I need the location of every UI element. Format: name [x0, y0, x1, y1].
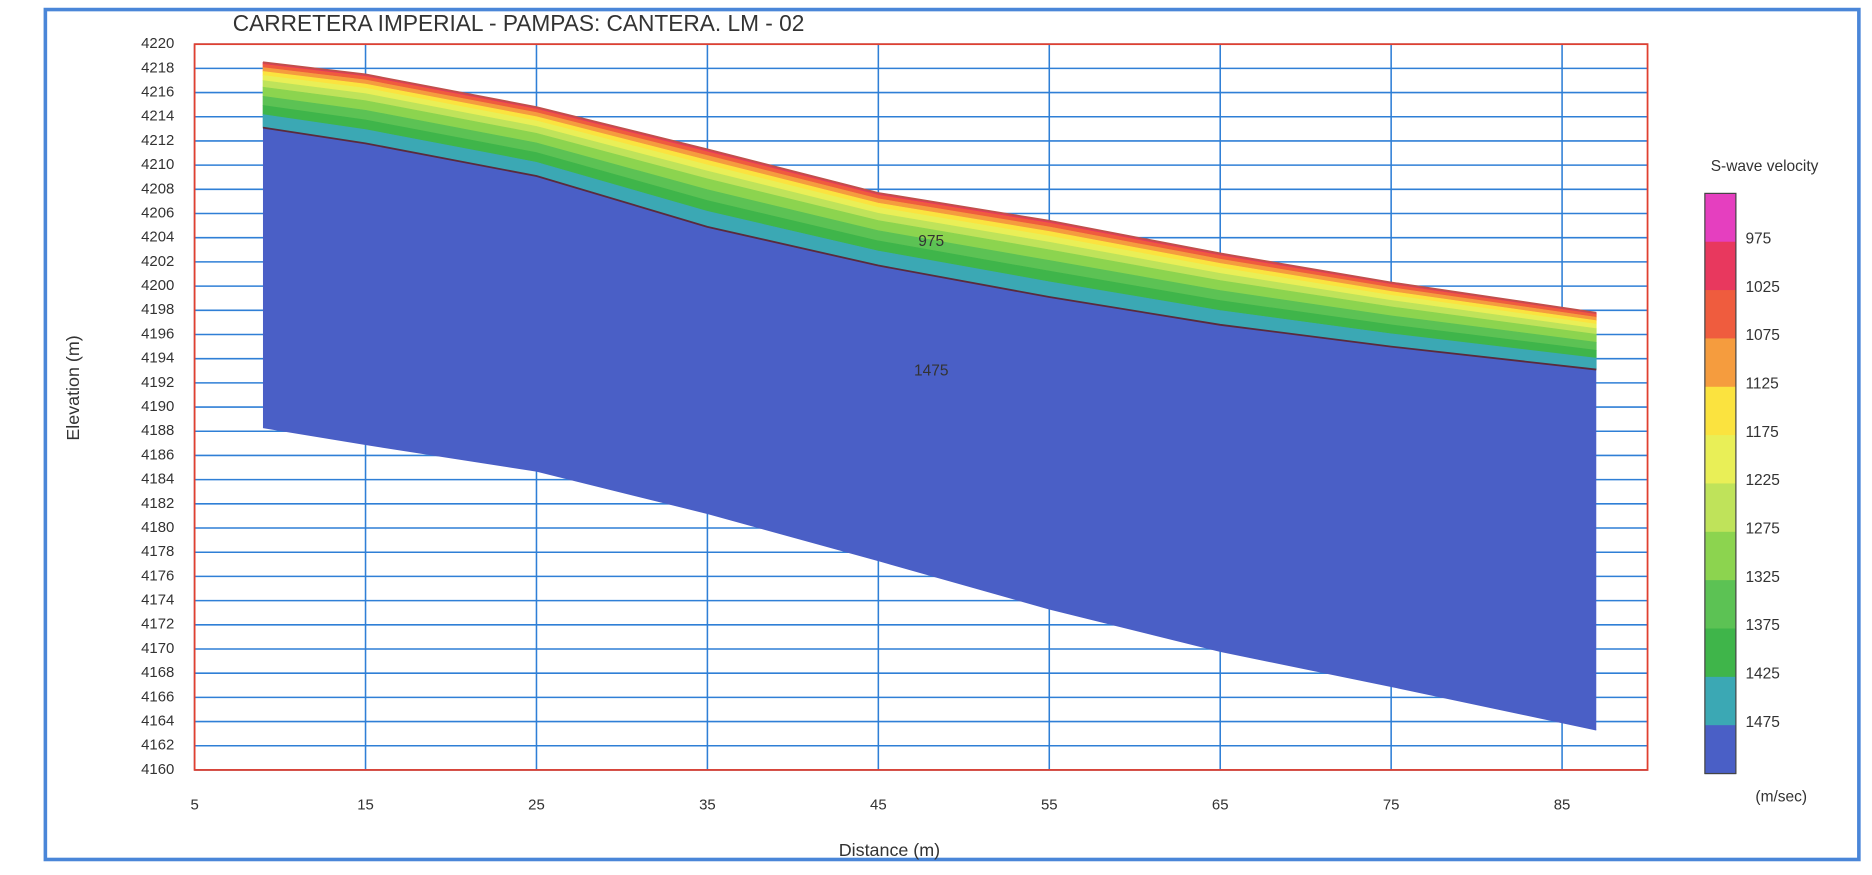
chart-title: CARRETERA IMPERIAL - PAMPAS: CANTERA. LM…: [233, 10, 805, 36]
y-tick-label: 4170: [141, 640, 174, 657]
boundary-line: [262, 427, 1597, 731]
colorbar-swatch: [1704, 676, 1736, 726]
colorbar-tick-label: 1225: [1745, 472, 1779, 489]
y-tick-label: 4160: [141, 761, 174, 778]
colorbar-tick-label: 1075: [1745, 327, 1779, 344]
y-tick-label: 4166: [141, 688, 174, 705]
y-tick-label: 4206: [141, 204, 174, 221]
colorbar-tick-label: 1425: [1745, 666, 1779, 683]
colorbar-swatch: [1704, 435, 1736, 485]
colorbar-swatch: [1704, 628, 1736, 678]
colorbar-tick-label: 1375: [1745, 617, 1779, 634]
x-tick-label: 45: [870, 797, 887, 814]
colorbar-swatch: [1704, 483, 1736, 533]
y-tick-label: 4208: [141, 180, 174, 197]
colorbar-swatch: [1704, 241, 1736, 291]
y-tick-label: 4188: [141, 422, 174, 439]
colorbar-tick-label: 1125: [1745, 375, 1778, 392]
y-tick-label: 4198: [141, 301, 174, 318]
y-tick-label: 4218: [141, 59, 174, 76]
x-tick-label: 35: [699, 797, 716, 814]
y-tick-label: 4200: [141, 277, 174, 294]
colorbar-swatch: [1704, 290, 1736, 340]
y-tick-label: 4204: [141, 229, 174, 246]
y-axis-label: Elevation (m): [63, 335, 83, 440]
colorbar-swatch: [1704, 531, 1736, 581]
y-tick-label: 4220: [141, 35, 174, 52]
y-tick-label: 4186: [141, 446, 174, 463]
y-tick-label: 4194: [141, 350, 174, 367]
colorbar-swatch: [1704, 725, 1736, 775]
x-tick-label: 55: [1041, 797, 1058, 814]
y-tick-label: 4182: [141, 495, 174, 512]
y-tick-label: 4168: [141, 664, 174, 681]
colorbar-unit: (m/sec): [1755, 789, 1807, 806]
x-tick-label: 25: [528, 797, 545, 814]
layer-fill: [262, 127, 1597, 731]
colorbar-title: S-wave velocity: [1711, 158, 1819, 175]
colorbar-swatch: [1704, 338, 1736, 388]
y-tick-label: 4184: [141, 471, 174, 488]
x-tick-label: 75: [1383, 797, 1400, 814]
colorbar-tick-label: 1025: [1745, 279, 1779, 296]
colorbar-tick-label: 1175: [1745, 424, 1778, 441]
y-tick-label: 4180: [141, 519, 174, 536]
colorbar-border: [1704, 192, 1737, 775]
x-tick-label: 85: [1554, 797, 1571, 814]
y-tick-label: 4172: [141, 616, 174, 633]
colorbar-swatch: [1704, 193, 1736, 243]
frame: [43, 7, 1861, 862]
y-tick-label: 4214: [141, 108, 174, 125]
y-tick-label: 4196: [141, 325, 174, 342]
boundary-line: [262, 126, 1597, 371]
y-tick-label: 4192: [141, 374, 174, 391]
y-tick-label: 4212: [141, 132, 174, 149]
x-tick-label: 15: [357, 797, 374, 814]
boundary-line: [262, 61, 1597, 314]
y-tick-label: 4176: [141, 567, 174, 584]
colorbar-swatch: [1704, 580, 1736, 630]
y-tick-label: 4174: [141, 592, 174, 609]
colorbar-tick-label: 975: [1745, 230, 1771, 247]
colorbar-tick-label: 1325: [1745, 569, 1779, 586]
annotation: 975: [918, 233, 944, 250]
x-tick-label: 65: [1212, 797, 1229, 814]
y-tick-label: 4178: [141, 543, 174, 560]
y-tick-label: 4210: [141, 156, 174, 173]
y-tick-label: 4190: [141, 398, 174, 415]
y-tick-label: 4202: [141, 253, 174, 270]
y-tick-label: 4164: [141, 713, 174, 730]
annotation: 1475: [914, 362, 948, 379]
plot-border: [193, 43, 1649, 771]
colorbar-swatch: [1704, 386, 1736, 436]
y-tick-label: 4216: [141, 83, 174, 100]
y-tick-label: 4162: [141, 737, 174, 754]
x-axis-label: Distance (m): [839, 840, 940, 860]
colorbar-tick-label: 1275: [1745, 521, 1779, 538]
colorbar-tick-label: 1475: [1745, 714, 1779, 731]
x-tick-label: 5: [190, 797, 198, 814]
